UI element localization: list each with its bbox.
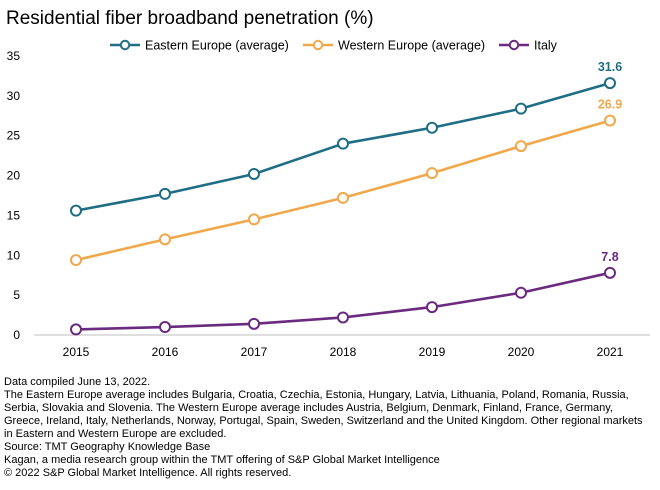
data-point: [159, 187, 171, 200]
data-point: [604, 114, 616, 127]
data-point: [337, 311, 349, 324]
legend-marker: [119, 39, 131, 51]
chart-title: Residential fiber broadband penetration …: [6, 8, 374, 29]
x-tick-label: 2021: [597, 345, 624, 359]
data-label: 26.9: [598, 98, 622, 112]
legend-label: Eastern Europe (average): [145, 39, 289, 53]
note-kagan: Kagan, a media research group within the…: [4, 454, 440, 466]
x-tick-label: 2017: [241, 345, 268, 359]
data-point: [515, 102, 527, 115]
data-point: [159, 321, 171, 334]
y-tick-label: 20: [7, 169, 21, 183]
data-point: [604, 77, 616, 90]
legend-item-0: Eastern Europe (average): [110, 39, 289, 53]
x-tick-label: 2019: [419, 345, 446, 359]
note-copyright: © 2022 S&P Global Market Intelligence. A…: [4, 467, 292, 479]
y-axis: 0 5 10 15 20 25 30 35: [7, 49, 21, 342]
y-tick-label: 0: [13, 328, 20, 342]
legend-item-1: Western Europe (average): [303, 39, 485, 53]
chart-notes: Data compiled June 13, 2022. The Eastern…: [4, 376, 654, 480]
data-point: [426, 301, 438, 314]
x-tick-label: 2018: [330, 345, 357, 359]
x-tick-label: 2020: [508, 345, 535, 359]
y-tick-label: 15: [7, 208, 21, 222]
data-point: [515, 286, 527, 299]
legend: Eastern Europe (average) Western Europe (…: [110, 39, 558, 53]
data-point: [248, 213, 260, 226]
data-point: [70, 254, 82, 267]
data-label: 31.6: [598, 60, 622, 74]
legend-label: Italy: [534, 39, 558, 53]
legend-marker: [312, 39, 324, 51]
data-point: [515, 140, 527, 153]
legend-marker: [508, 39, 520, 51]
y-tick-label: 35: [7, 49, 21, 63]
data-point: [426, 121, 438, 134]
x-axis: 2015 2016 2017 2018 2019 2020 2021: [34, 334, 650, 359]
data-point: [70, 204, 82, 217]
note-source: Source: TMT Geography Knowledge Base: [4, 441, 211, 453]
data-label: 7.8: [601, 250, 618, 264]
data-point: [248, 317, 260, 330]
data-point: [70, 323, 82, 336]
data-point: [426, 167, 438, 180]
y-tick-label: 5: [13, 288, 20, 302]
y-tick-label: 25: [7, 129, 21, 143]
series-1: 26.9: [70, 98, 622, 267]
line-chart: Eastern Europe (average) Western Europe (…: [7, 39, 650, 359]
series-layer: 31.6 26.9 7.8: [70, 60, 622, 336]
x-tick-label: 2015: [63, 345, 90, 359]
series-2: 7.8: [70, 250, 619, 336]
data-point: [604, 266, 616, 279]
note-date: Data compiled June 13, 2022.: [4, 376, 151, 388]
x-tick-label: 2016: [152, 345, 179, 359]
legend-label: Western Europe (average): [338, 39, 485, 53]
data-point: [337, 191, 349, 204]
data-point: [337, 137, 349, 150]
data-point: [248, 167, 260, 180]
legend-item-2: Italy: [499, 39, 558, 53]
data-point: [159, 233, 171, 246]
series-0: 31.6: [70, 60, 622, 217]
y-tick-label: 10: [7, 248, 21, 262]
note-regions: The Eastern Europe average includes Bulg…: [4, 389, 643, 440]
y-tick-label: 30: [7, 89, 21, 103]
